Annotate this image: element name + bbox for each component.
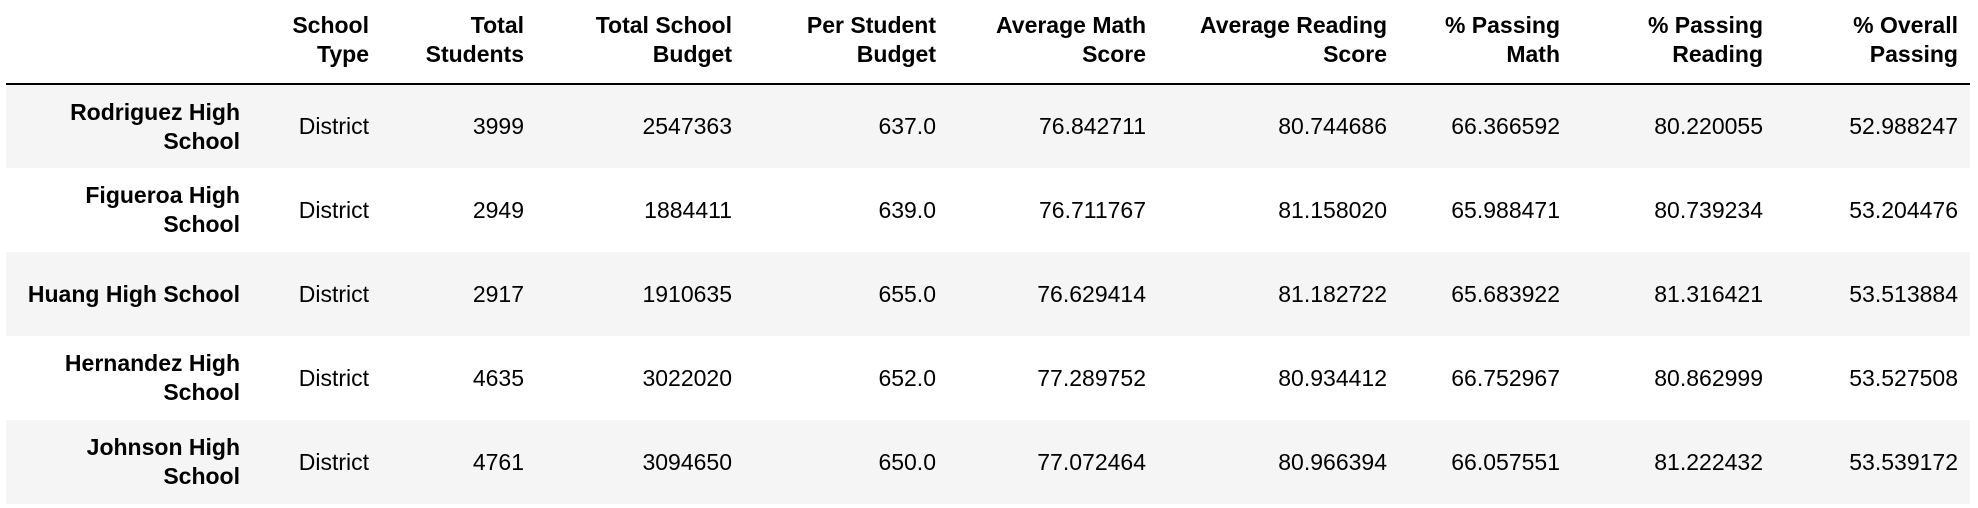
cell-average-math-score: 76.629414	[1037, 280, 1146, 307]
cell-average-math-score: 77.072464	[1037, 448, 1146, 475]
cell-per-student-budget: 637.0	[878, 113, 936, 139]
cell-percent-passing-math: 65.683922	[1451, 280, 1560, 307]
cell-per-student-budget: 650.0	[878, 448, 936, 475]
column-header-total-school-budget: Total School Budget	[536, 0, 744, 85]
cell-total-students: 2917	[472, 280, 524, 307]
row-label-school: Huang High School	[27, 280, 240, 307]
cell-percent-overall-passing: 53.513884	[1849, 280, 1958, 307]
cell-percent-passing-math: 66.057551	[1451, 448, 1560, 475]
cell-average-math-score: 76.711767	[1038, 196, 1146, 223]
column-header-school-type: School Type	[252, 0, 381, 85]
cell-average-reading-score: 81.158020	[1278, 196, 1387, 223]
cell-total-school-budget: 2547363	[642, 113, 732, 139]
cell-percent-passing-math: 66.366592	[1451, 113, 1560, 139]
table-header: School Type Total Students Total School …	[6, 0, 1970, 85]
index-header	[6, 0, 252, 85]
cell-school-type: District	[298, 113, 369, 139]
cell-percent-overall-passing: 53.204476	[1849, 196, 1958, 223]
cell-total-students: 4635	[472, 364, 524, 391]
cell-percent-overall-passing: 53.527508	[1849, 364, 1958, 391]
column-header-percent-passing-reading: % Passing Reading	[1572, 0, 1775, 85]
table-row: Huang High School District 2917 1910635 …	[6, 252, 1970, 336]
cell-percent-passing-reading: 80.862999	[1654, 364, 1763, 391]
cell-total-school-budget: 3094650	[642, 448, 732, 475]
cell-total-students: 3999	[472, 113, 524, 139]
table-row: Hernandez High School District 4635 3022…	[6, 336, 1970, 420]
row-label-school: Figueroa High School	[85, 182, 240, 237]
cell-average-math-score: 76.842711	[1038, 113, 1146, 139]
cell-school-type: District	[298, 448, 369, 475]
row-label-school: Johnson High School	[86, 434, 240, 489]
cell-average-reading-score: 81.182722	[1278, 280, 1387, 307]
cell-total-school-budget: 3022020	[642, 364, 732, 391]
cell-school-type: District	[298, 196, 369, 223]
cell-percent-overall-passing: 52.988247	[1849, 113, 1958, 139]
table-row: Johnson High School District 4761 309465…	[6, 420, 1970, 504]
cell-percent-passing-math: 66.752967	[1451, 364, 1560, 391]
cell-per-student-budget: 639.0	[878, 196, 936, 223]
school-summary-table: School Type Total Students Total School …	[6, 0, 1970, 504]
cell-school-type: District	[298, 280, 369, 307]
cell-total-school-budget: 1884411	[644, 196, 732, 223]
cell-percent-overall-passing: 53.539172	[1849, 448, 1958, 475]
cell-percent-passing-math: 65.988471	[1451, 196, 1560, 223]
cell-per-student-budget: 655.0	[878, 280, 936, 307]
cell-average-reading-score: 80.744686	[1278, 113, 1387, 139]
column-header-percent-overall-passing: % Overall Passing	[1775, 0, 1970, 85]
column-header-percent-passing-math: % Passing Math	[1399, 0, 1572, 85]
table-row: Rodriguez High School District 3999 2547…	[6, 84, 1970, 168]
header-row: School Type Total Students Total School …	[6, 0, 1970, 85]
cell-total-school-budget: 1910635	[642, 280, 732, 307]
cell-average-reading-score: 80.934412	[1278, 364, 1387, 391]
cell-total-students: 2949	[472, 196, 524, 223]
table-body: Rodriguez High School District 3999 2547…	[6, 84, 1970, 504]
cell-average-reading-score: 80.966394	[1278, 448, 1387, 475]
column-header-per-student-budget: Per Student Budget	[744, 0, 948, 85]
cell-percent-passing-reading: 80.739234	[1654, 196, 1763, 223]
column-header-average-math-score: Average Math Score	[948, 0, 1158, 85]
cell-school-type: District	[298, 364, 369, 391]
column-header-average-reading-score: Average Reading Score	[1158, 0, 1399, 85]
cell-per-student-budget: 652.0	[878, 364, 936, 391]
cell-percent-passing-reading: 81.316421	[1654, 280, 1763, 307]
cell-total-students: 4761	[472, 448, 524, 475]
row-label-school: Rodriguez High School	[70, 98, 240, 154]
column-header-total-students: Total Students	[381, 0, 536, 85]
cell-percent-passing-reading: 81.222432	[1654, 448, 1763, 475]
table-row: Figueroa High School District 2949 18844…	[6, 168, 1970, 252]
row-label-school: Hernandez High School	[64, 350, 240, 405]
cell-percent-passing-reading: 80.220055	[1654, 113, 1763, 139]
cell-average-math-score: 77.289752	[1037, 364, 1146, 391]
